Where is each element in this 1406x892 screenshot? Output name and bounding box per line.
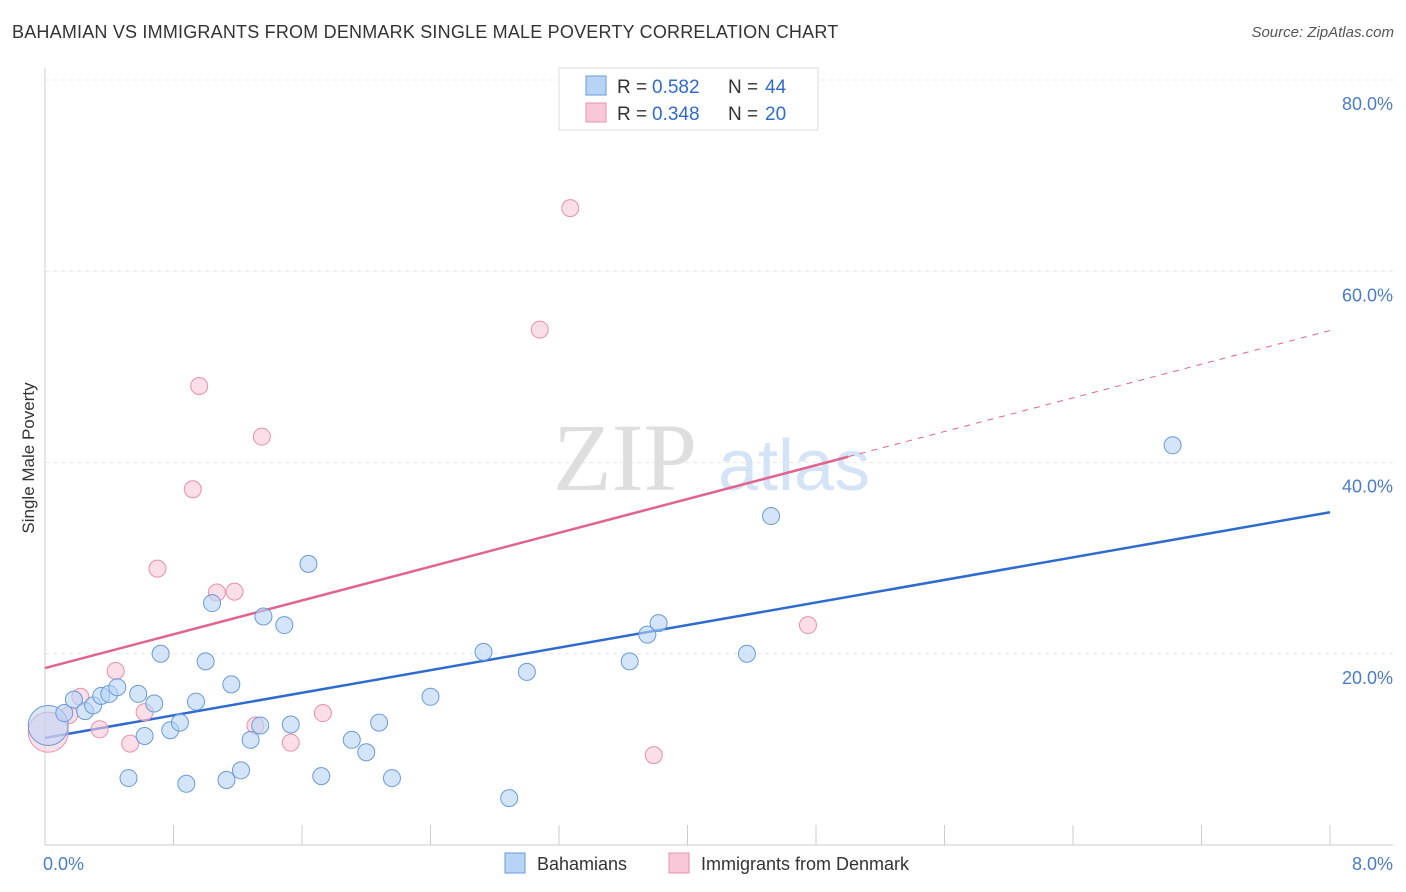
denmark-point — [313, 704, 332, 723]
bahamian-point — [55, 704, 74, 723]
bahamian-point — [517, 662, 536, 681]
bahamian-point — [177, 774, 196, 793]
bahamian-point — [474, 642, 493, 661]
legend-r-label-1: R = — [617, 77, 647, 98]
bahamian-point — [241, 730, 260, 749]
series-legend-swatch-denmark — [668, 852, 690, 874]
series-legend-label-denmark: Immigrants from Denmark — [701, 854, 910, 874]
y-tick-label: 60.0% — [1342, 285, 1393, 305]
stats-legend: R = 0.582 N = 44 R = 0.348 N = 20 — [558, 67, 819, 131]
denmark-point — [190, 377, 209, 395]
denmark-point — [148, 559, 167, 578]
y-axis-label: Single Male Poverty — [19, 382, 38, 534]
watermark-zip: ZIP — [553, 404, 697, 511]
legend-r-value-1: 0.582 — [652, 77, 700, 98]
y-tick-label: 40.0% — [1342, 477, 1393, 497]
watermark: ZIP atlas — [553, 404, 870, 511]
series-legend: Bahamians Immigrants from Denmark — [504, 852, 910, 874]
x-tick-label: 8.0% — [1352, 854, 1393, 874]
legend-swatch-bahamians — [585, 75, 607, 96]
bahamian-point — [357, 743, 376, 762]
bahamian-point — [500, 789, 519, 808]
bahamian-point — [254, 607, 273, 626]
points-layer — [27, 199, 1182, 808]
bahamian-point — [312, 767, 331, 786]
bahamian-point — [203, 594, 222, 613]
legend-r-label-2: R = — [617, 104, 647, 125]
denmark-point — [90, 720, 109, 739]
bahamian-point — [151, 644, 170, 663]
denmark-point — [281, 733, 300, 752]
denmark-point — [225, 582, 244, 601]
bahamian-point — [129, 684, 148, 703]
bahamian-point — [762, 507, 781, 526]
series-legend-label-bahamians: Bahamians — [537, 854, 627, 874]
bahamian-point — [119, 769, 138, 788]
bahamian-point — [382, 769, 401, 788]
denmark-point — [644, 746, 663, 765]
bahamian-point — [1163, 436, 1182, 455]
legend-n-value-2: 20 — [765, 104, 786, 125]
x-tick-label: 0.0% — [43, 854, 84, 874]
bahamian-point — [145, 694, 164, 713]
bahamian-point — [299, 554, 318, 573]
denmark-point — [530, 320, 549, 339]
y-tick-label: 20.0% — [1342, 668, 1393, 688]
chart-source: Source: ZipAtlas.com — [1251, 24, 1394, 41]
bahamian-point — [649, 614, 668, 633]
bahamian-point — [275, 616, 294, 635]
y-tick-label: 80.0% — [1342, 94, 1393, 114]
denmark-point — [121, 734, 140, 753]
legend-n-label-2: N = — [728, 104, 758, 125]
denmark-point — [106, 661, 125, 680]
bahamian-point — [737, 644, 756, 663]
bahamian-point — [135, 726, 154, 745]
bahamian-trend-line — [44, 510, 1331, 740]
bahamian-point — [342, 730, 361, 749]
chart-title: BAHAMIAN VS IMMIGRANTS FROM DENMARK SING… — [12, 22, 839, 42]
series-legend-swatch-bahamians — [504, 852, 526, 874]
denmark-trend-extension — [847, 330, 1331, 458]
bahamian-point — [186, 692, 205, 711]
bahamian-point — [231, 761, 250, 780]
bahamian-point — [251, 716, 270, 735]
bahamian-point — [638, 625, 657, 644]
bahamian-point — [108, 678, 127, 697]
denmark-point — [798, 616, 817, 635]
bahamian-point — [222, 675, 241, 694]
grid-layer — [45, 79, 1393, 655]
denmark-point — [183, 480, 202, 499]
legend-swatch-denmark — [585, 102, 607, 123]
bahamian-point — [170, 713, 189, 732]
denmark-trend-line — [44, 455, 849, 670]
bahamian-point — [196, 652, 215, 671]
bahamian-point — [370, 713, 389, 732]
denmark-point — [561, 199, 580, 218]
bahamian-point — [217, 770, 236, 789]
legend-n-label-1: N = — [728, 77, 758, 98]
bahamian-point — [421, 687, 440, 706]
legend-r-value-2: 0.348 — [652, 104, 700, 125]
bahamian-point — [64, 690, 83, 709]
bahamian-point — [620, 652, 639, 671]
axis-layer: 20.0% 40.0% 60.0% 80.0% 0.0% 8.0% — [43, 68, 1393, 874]
bahamian-point — [281, 715, 300, 734]
legend-n-value-1: 44 — [765, 77, 787, 98]
trend-layer — [44, 330, 1331, 740]
denmark-point — [252, 427, 271, 446]
watermark-atlas: atlas — [718, 426, 870, 506]
